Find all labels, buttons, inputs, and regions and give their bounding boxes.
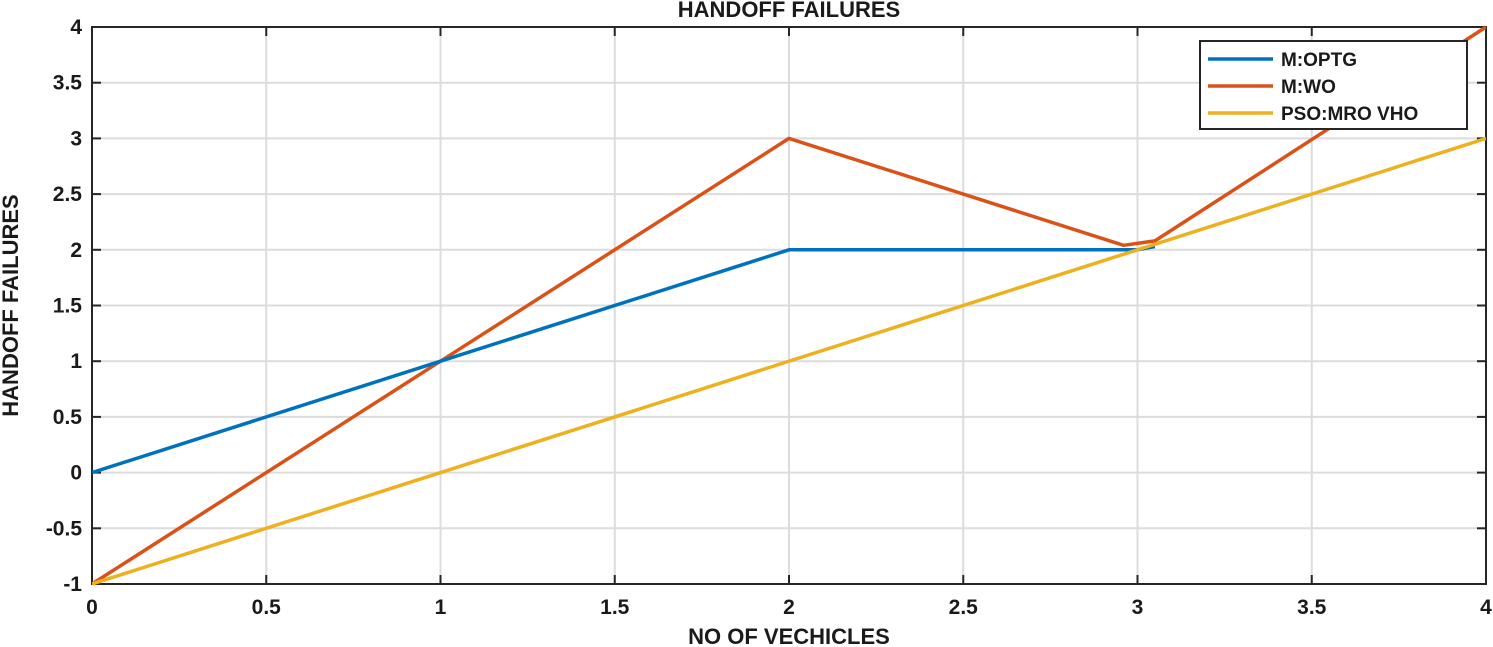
y-tick-label: 3.5 bbox=[53, 72, 83, 95]
legend: M:OPTG M:WO PSO:MRO VHO bbox=[1199, 40, 1468, 130]
y-tick-label: -0.5 bbox=[46, 517, 83, 540]
y-tick-label: -1 bbox=[63, 573, 82, 596]
x-tick-label: 3.5 bbox=[1297, 596, 1327, 619]
x-tick-label: 3 bbox=[1132, 596, 1144, 619]
x-tick-label: 2 bbox=[783, 596, 795, 619]
y-tick-label: 1 bbox=[70, 350, 82, 373]
y-tick-label: 1.5 bbox=[53, 295, 83, 318]
x-tick-label: 2.5 bbox=[949, 596, 979, 619]
y-tick-label: 4 bbox=[70, 16, 82, 39]
y-tick-label: 3 bbox=[70, 127, 82, 150]
chart-title: HANDOFF FAILURES bbox=[678, 0, 900, 22]
y-tick-label: 2.5 bbox=[53, 183, 83, 206]
legend-label: PSO:MRO VHO bbox=[1281, 104, 1418, 125]
series-line-m-wo bbox=[92, 25, 1486, 586]
series-layer bbox=[92, 25, 1486, 586]
y-tick-label: 2 bbox=[70, 239, 82, 262]
y-tick-label: 0.5 bbox=[53, 406, 83, 429]
x-axis-label: NO OF VECHICLES bbox=[688, 624, 890, 647]
legend-label: M:OPTG bbox=[1281, 50, 1357, 71]
x-tick-label: 1.5 bbox=[600, 596, 630, 619]
series-line-pso-mro-vho bbox=[92, 136, 1486, 586]
x-tick-label: 0.5 bbox=[252, 596, 282, 619]
legend-label: M:WO bbox=[1281, 77, 1336, 98]
x-tick-label: 0 bbox=[86, 596, 98, 619]
y-axis-label: HANDOFF FAILURES bbox=[0, 194, 23, 416]
x-tick-label: 4 bbox=[1480, 596, 1492, 619]
series-line-m-optg bbox=[92, 244, 1156, 475]
x-tick-label: 1 bbox=[435, 596, 447, 619]
y-tick-label: 0 bbox=[70, 462, 82, 485]
